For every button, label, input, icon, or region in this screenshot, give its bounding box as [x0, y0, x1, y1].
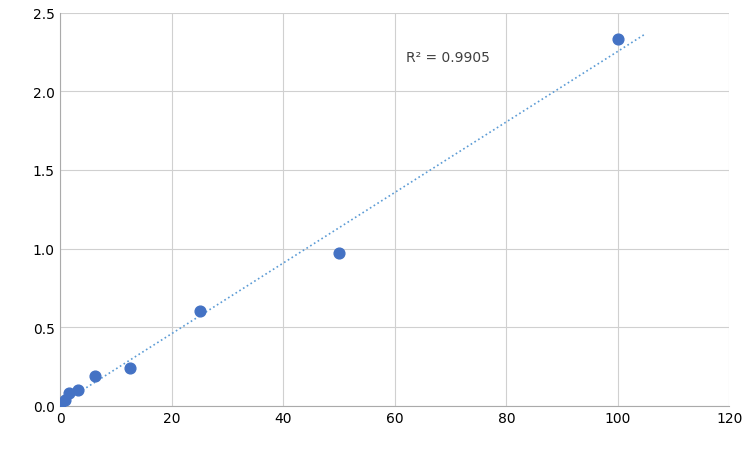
Point — [124, 364, 136, 372]
Point — [89, 373, 101, 380]
Point — [59, 396, 71, 403]
Point — [333, 250, 345, 257]
Point — [54, 401, 66, 408]
Text: R² = 0.9905: R² = 0.9905 — [406, 51, 490, 65]
Point — [612, 37, 624, 44]
Point — [71, 387, 83, 394]
Point — [193, 308, 205, 315]
Point — [63, 390, 75, 397]
